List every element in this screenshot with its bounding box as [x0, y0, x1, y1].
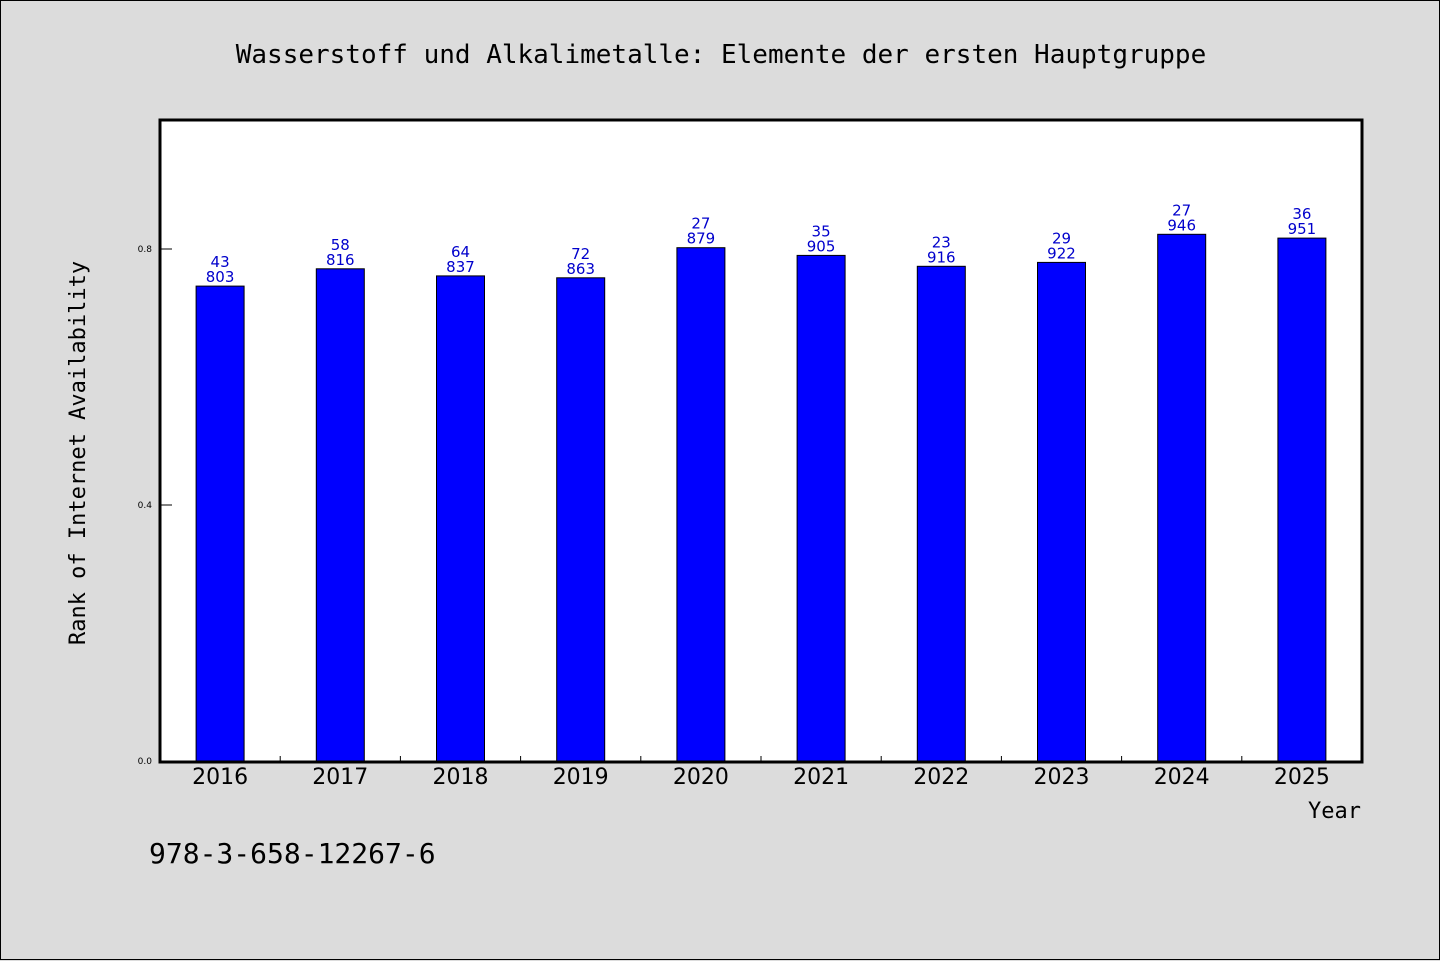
- ticks-layer: 2016 2017 2018 2019 2020 2021 2022 2023 2024 2025…: [138, 245, 1330, 790]
- bar-2022: [916, 265, 966, 762]
- y-tick-label: 0.8: [138, 245, 153, 255]
- bar-2017: [315, 268, 365, 762]
- bars-layer: [195, 233, 1327, 762]
- data-label-value-2025: 951: [1288, 220, 1317, 238]
- data-label-rank-2022: 23: [932, 233, 951, 251]
- y-axis-label: Rank of Internet Availability: [66, 261, 91, 645]
- data-label-value-2017: 816: [326, 251, 355, 269]
- data-label-rank-2024: 27: [1172, 201, 1191, 219]
- bar-2023: [1037, 261, 1086, 762]
- bar-2016: [195, 285, 245, 762]
- chart-title: Wasserstoff und Alkalimetalle: Elemente …: [236, 40, 1207, 70]
- data-label-rank-2023: 29: [1052, 229, 1071, 247]
- data-label-value-2019: 863: [566, 260, 595, 278]
- data-label-value-2021: 905: [807, 237, 836, 255]
- data-label-rank-2017: 58: [331, 236, 350, 254]
- data-label-value-2020: 879: [687, 230, 716, 248]
- data-label-rank-2025: 36: [1292, 205, 1311, 223]
- x-tick-label-2016: 2016: [192, 765, 248, 790]
- x-tick-label-2021: 2021: [793, 765, 849, 790]
- x-tick-label-2019: 2019: [553, 765, 609, 790]
- data-label-rank-2018: 64: [451, 243, 470, 261]
- x-axis-label: Year: [1308, 799, 1361, 824]
- data-label-value-2016: 803: [206, 268, 235, 286]
- bar-2020: [676, 247, 726, 762]
- data-label-rank-2021: 35: [812, 222, 831, 240]
- bar-2019: [556, 277, 606, 762]
- data-label-value-2024: 946: [1167, 216, 1196, 234]
- x-tick-label-2023: 2023: [1034, 765, 1090, 790]
- x-tick-label-2020: 2020: [673, 765, 729, 790]
- data-label-rank-2019: 72: [571, 245, 590, 263]
- isbn-footer: 978-3-658-12267-6: [149, 837, 436, 870]
- x-tick-label-2025: 2025: [1274, 765, 1330, 790]
- data-label-value-2022: 916: [927, 248, 956, 266]
- data-label-value-2023: 922: [1047, 244, 1076, 262]
- x-tick-label-2024: 2024: [1154, 765, 1210, 790]
- y-tick-label: 0.0: [138, 757, 153, 767]
- bar-2025: [1277, 237, 1327, 762]
- x-tick-label-2018: 2018: [433, 765, 489, 790]
- data-label-rank-2020: 27: [691, 215, 710, 233]
- bar-2018: [436, 275, 485, 762]
- data-label-rank-2016: 43: [211, 253, 230, 271]
- bar-2024: [1157, 233, 1207, 762]
- y-tick-label: 0.4: [138, 501, 153, 511]
- x-tick-label-2017: 2017: [312, 765, 368, 790]
- bar-2021: [796, 254, 846, 762]
- x-tick-label-2022: 2022: [913, 765, 969, 790]
- data-label-value-2018: 837: [446, 258, 475, 276]
- plot-border: [158, 118, 1364, 764]
